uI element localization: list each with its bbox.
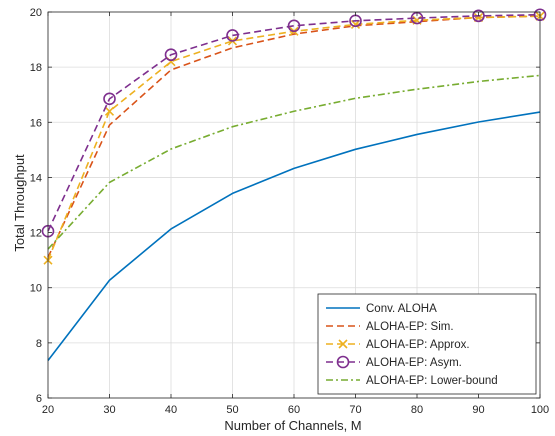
legend: Conv. ALOHA ALOHA-EP: Sim. ALOHA-EP: Appro… — [317, 293, 537, 395]
data-point — [287, 19, 301, 33]
legend-entry: ALOHA-EP: Approx. — [326, 339, 470, 351]
data-point — [472, 9, 485, 23]
x-tick-label: 80 — [411, 404, 423, 416]
x-axis-label: Number of Channels, M — [224, 418, 361, 433]
series-aloha-ep-lower-bound — [47, 74, 541, 250]
legend-marker — [338, 339, 348, 349]
y-axis-label: Total Throughput — [12, 154, 27, 252]
y-tick-label: 6 — [36, 393, 42, 405]
legend-entry: ALOHA-EP: Lower-bound — [326, 375, 498, 387]
legend-marker — [336, 355, 350, 369]
y-tick-label: 8 — [36, 338, 42, 350]
series-conv-aloha — [47, 111, 541, 361]
x-tick-label: 40 — [165, 404, 177, 416]
legend-entry: ALOHA-EP: Asym. — [326, 355, 462, 369]
legend-label: ALOHA-EP: Approx. — [366, 339, 470, 351]
data-point — [164, 48, 178, 62]
y-tick-label: 20 — [30, 7, 42, 19]
y-tick-label: 16 — [30, 117, 42, 129]
y-tick-label: 18 — [30, 62, 42, 74]
series-line — [47, 13, 541, 232]
ticks: 20 30 40 50 60 70 80 90 100 6 8 10 12 14 16 18 20 — [30, 7, 549, 416]
x-tick-label: 90 — [472, 404, 484, 416]
data-point — [226, 29, 239, 42]
x-tick-label: 100 — [531, 404, 549, 416]
x-tick-label: 70 — [349, 404, 361, 416]
legend-entry: ALOHA-EP: Sim. — [326, 321, 454, 333]
y-tick-label: 14 — [30, 172, 42, 184]
y-tick-label: 12 — [30, 228, 42, 240]
legend-label: ALOHA-EP: Sim. — [366, 321, 454, 333]
x-tick-label: 20 — [42, 404, 54, 416]
legend-label: Conv. ALOHA — [366, 303, 437, 315]
x-tick-label: 50 — [226, 404, 238, 416]
series-line — [47, 111, 541, 361]
legend-entry: Conv. ALOHA — [326, 303, 437, 315]
data-point — [104, 106, 115, 116]
x-tick-label: 30 — [103, 404, 115, 416]
legend-label: ALOHA-EP: Lower-bound — [366, 375, 498, 387]
data-point — [103, 92, 116, 106]
series-line — [47, 74, 541, 250]
legend-label: ALOHA-EP: Asym. — [366, 357, 462, 369]
x-tick-label: 60 — [288, 404, 300, 416]
series-group — [41, 8, 547, 361]
y-tick-label: 10 — [30, 283, 42, 295]
